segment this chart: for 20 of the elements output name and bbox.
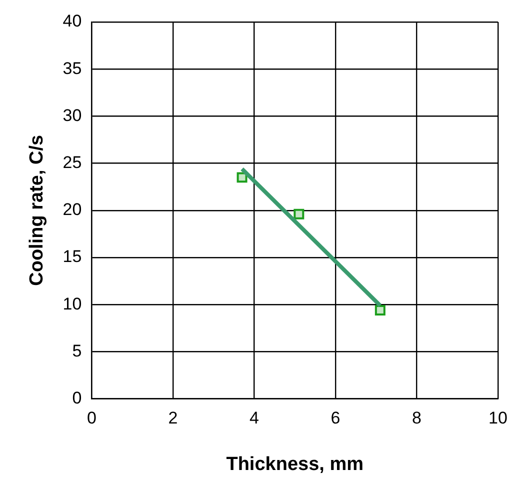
y-axis-title: Cooling rate, C/s [26, 134, 48, 286]
x-tick-label: 4 [249, 408, 259, 428]
point [236, 172, 248, 183]
x-tick-label: 8 [412, 408, 422, 428]
y-tick-label: 30 [62, 106, 82, 125]
y-tick-label: 35 [62, 58, 82, 78]
y-tick-label: 40 [62, 12, 82, 31]
y-tick-label: 25 [62, 152, 82, 172]
y-tick-label: 5 [72, 341, 82, 360]
point [374, 305, 386, 316]
y-tick-label: 20 [62, 200, 82, 220]
y-tick-label: 0 [72, 388, 82, 408]
x-tick-label: 6 [330, 408, 340, 428]
y-tick-label: 15 [62, 247, 82, 266]
x-tick-label: 2 [168, 408, 178, 428]
point [294, 208, 304, 220]
x-tick-label: 10 [488, 408, 508, 428]
x-axis-title: Thickness, mm [226, 454, 364, 475]
x-tick-label: 0 [86, 408, 96, 428]
y-tick-label: 10 [62, 294, 82, 314]
